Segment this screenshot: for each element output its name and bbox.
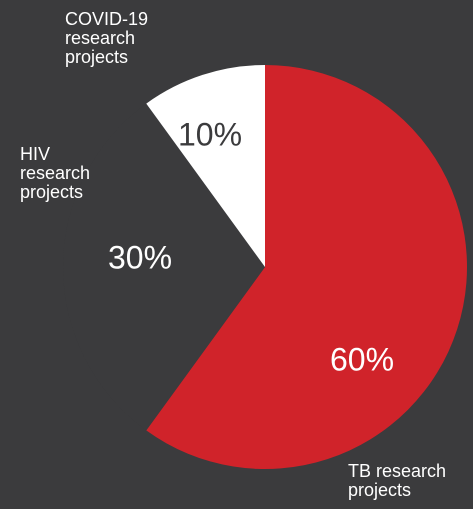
value-label: 30% [108,239,172,275]
category-label: TB research projects [348,461,447,500]
value-label: 10% [178,116,242,152]
pie-slice [62,103,266,431]
pie-slice [146,65,467,469]
category-label: HIV research projects [20,144,91,202]
pie-slice [146,65,265,267]
category-label: COVID-19 research projects [65,9,149,67]
value-label: 60% [330,341,394,377]
